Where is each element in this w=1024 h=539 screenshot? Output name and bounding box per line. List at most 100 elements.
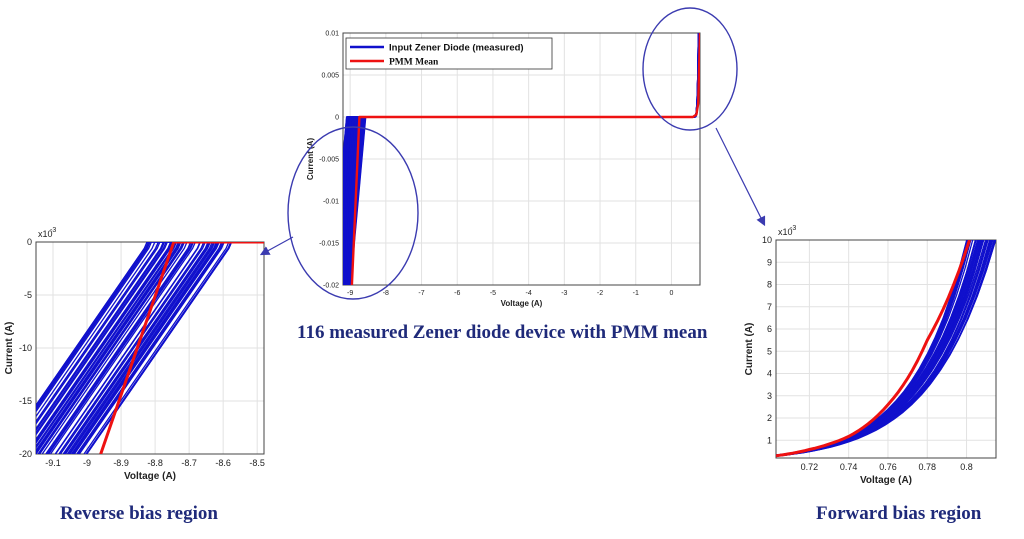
main-iv-chart: -9 -8 -7 -6 -5 -4 -3 -2 -1 0 0.01 0.005 0 -0.005 -0.01… <box>306 30 701 308</box>
measured-curve <box>36 242 177 425</box>
measured-curve <box>36 242 172 418</box>
reverse-x-tick-label: -9.1 <box>45 458 61 468</box>
forward-bias-chart: 0.72 0.74 0.76 0.78 0.8 1 2 3 4 5 6 7 8 9 10 Voltage (A… <box>744 225 997 486</box>
measured-curve <box>41 242 205 454</box>
measured-curve <box>36 242 196 453</box>
main-y-tick-label: 0.01 <box>325 30 339 37</box>
main-x-tick-label: -4 <box>526 290 532 297</box>
main-y-tick-label: 0 <box>335 114 339 121</box>
main-y-tick-label: -0.005 <box>319 156 339 163</box>
measured-curve <box>36 242 165 407</box>
measured-curve <box>36 242 184 434</box>
measured-curve <box>59 242 223 454</box>
main-y-tick-label: -0.01 <box>323 198 339 205</box>
reverse-zoom-arrow <box>259 236 294 256</box>
measured-curve <box>45 242 208 454</box>
pmm-mean-curve <box>350 33 700 285</box>
reverse-exponent-power: -3 <box>50 227 56 234</box>
reverse-y-tick-label: -10 <box>19 343 32 353</box>
forward-y-tick-label: 3 <box>767 391 772 401</box>
forward-exponent-power: -3 <box>790 225 796 232</box>
reverse-x-tick-label: -8.6 <box>215 458 231 468</box>
measured-curve <box>36 242 188 441</box>
main-x-tick-label: -2 <box>597 290 603 297</box>
reverse-bias-caption: Reverse bias region <box>60 503 218 524</box>
reverse-y-tick-label: -5 <box>24 290 32 300</box>
forward-x-tick-label: 0.78 <box>918 462 936 472</box>
forward-bias-caption: Forward bias region <box>816 503 982 524</box>
reverse-bias-chart: -9.1 -9 -8.9 -8.8 -8.7 -8.6 -8.5 0 -5 -10 -15 -20 Vo… <box>4 227 265 482</box>
main-x-tick-label: -3 <box>561 290 567 297</box>
forward-exponent-label: x10 <box>778 227 793 237</box>
reverse-plot-layer <box>36 242 264 454</box>
measured-curve <box>36 242 176 423</box>
measured-curve <box>78 242 241 454</box>
forward-x-tick-label: 0.76 <box>879 462 897 472</box>
measured-curve <box>36 242 167 411</box>
forward-zoom-ellipse <box>642 7 738 131</box>
measured-curve <box>39 242 202 454</box>
forward-y-tick-label: 7 <box>767 302 772 312</box>
measured-curve <box>77 242 240 454</box>
zoom-annotations <box>259 7 766 300</box>
measured-curve <box>58 242 221 454</box>
main-x-axis-label: Voltage (A) <box>501 299 543 308</box>
main-x-tick-label: -1 <box>633 290 639 297</box>
pmm-mean-curve <box>99 242 264 454</box>
measured-curve <box>73 242 236 454</box>
measured-curve <box>69 242 232 454</box>
measured-curve <box>37 242 201 454</box>
legend-entry-mean: PMM Mean <box>389 58 439 68</box>
main-x-tick-label: -5 <box>490 290 496 297</box>
main-y-tick-label: -0.02 <box>323 282 339 289</box>
measured-curve <box>66 242 230 454</box>
main-plot-layer <box>343 33 700 285</box>
reverse-x-tick-label: -8.5 <box>249 458 265 468</box>
measured-curve <box>36 242 194 449</box>
measured-curve <box>49 242 213 454</box>
forward-zoom-arrow <box>715 127 766 227</box>
measured-curve <box>776 240 984 457</box>
forward-x-tick-label: 0.72 <box>801 462 819 472</box>
measured-curve <box>36 242 181 431</box>
main-caption: 116 measured Zener diode device with PMM… <box>297 322 708 343</box>
measured-curve <box>83 242 246 454</box>
forward-axes-box <box>775 239 997 459</box>
reverse-x-tick-label: -8.9 <box>113 458 129 468</box>
measured-curve <box>55 242 218 454</box>
main-x-tick-label: -9 <box>347 290 353 297</box>
main-x-tick-label: 0 <box>669 290 673 297</box>
measured-curve <box>48 242 211 454</box>
main-x-tick-label: -7 <box>418 290 424 297</box>
measured-curve <box>68 242 231 454</box>
main-legend: Input Zener Diode (measured) PMM Mean <box>345 37 553 70</box>
measured-curve <box>71 242 235 454</box>
forward-y-tick-label: 10 <box>762 235 772 245</box>
reverse-x-tick-label: -8.8 <box>147 458 163 468</box>
forward-y-tick-label: 8 <box>767 280 772 290</box>
measured-curve <box>36 242 166 409</box>
forward-x-tick-label: 0.8 <box>960 462 973 472</box>
measured-curve <box>36 242 185 436</box>
main-x-tick-label: -8 <box>383 290 389 297</box>
forward-x-axis-label: Voltage (A) <box>860 475 912 486</box>
main-y-tick-label: 0.005 <box>321 72 339 79</box>
reverse-x-tick-label: -9 <box>83 458 91 468</box>
reverse-zoom-ellipse <box>287 126 419 300</box>
pmm-mean-curve <box>776 240 971 458</box>
main-y-axis-label: Current (A) <box>306 138 315 181</box>
measured-curve <box>86 242 249 454</box>
reverse-y-tick-label: -20 <box>19 449 32 459</box>
forward-x-tick-label: 0.74 <box>840 462 858 472</box>
measured-curve <box>36 242 182 432</box>
legend-box <box>345 37 553 70</box>
measured-curve <box>36 242 198 454</box>
forward-y-tick-label: 1 <box>767 435 772 445</box>
forward-y-tick-label: 9 <box>767 257 772 267</box>
measured-curve <box>36 242 169 413</box>
forward-y-tick-label: 5 <box>767 346 772 356</box>
measured-curve <box>70 242 234 454</box>
main-x-tick-label: -6 <box>454 290 460 297</box>
reverse-y-tick-label: -15 <box>19 396 32 406</box>
